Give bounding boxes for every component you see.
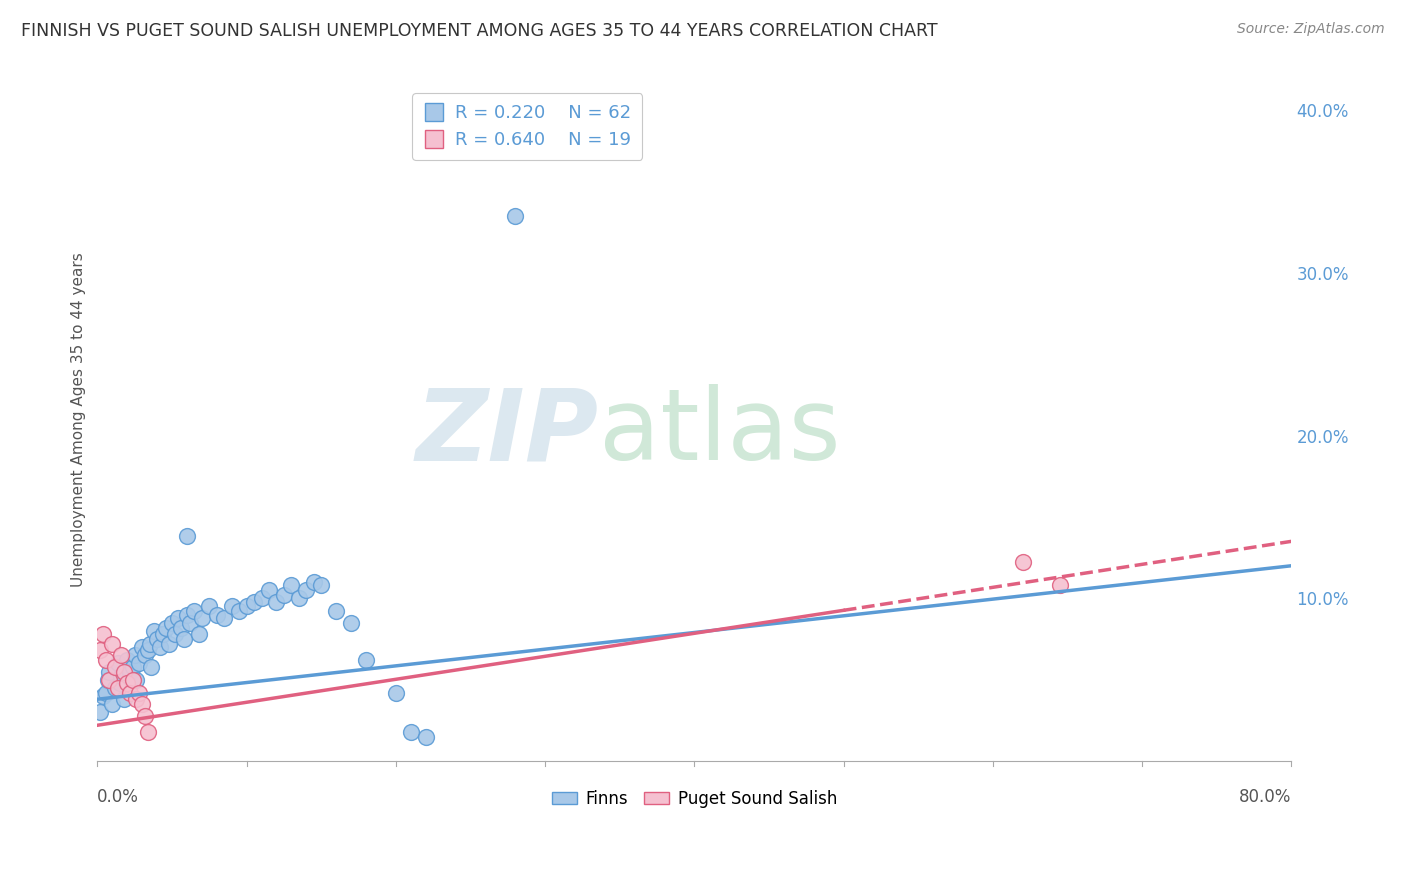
Point	[205, 607, 228, 622]
Point	[183, 604, 205, 618]
Point	[280, 578, 302, 592]
Point	[176, 529, 198, 543]
Point	[120, 686, 142, 700]
Point	[101, 637, 124, 651]
Point	[1049, 578, 1071, 592]
Point	[325, 604, 347, 618]
Point	[89, 705, 111, 719]
Point	[167, 611, 190, 625]
Point	[163, 627, 186, 641]
Point	[173, 632, 195, 646]
Point	[128, 657, 150, 671]
Point	[131, 697, 153, 711]
Point	[136, 643, 159, 657]
Point	[98, 665, 121, 679]
Point	[112, 692, 135, 706]
Point	[212, 611, 235, 625]
Point	[295, 583, 318, 598]
Point	[273, 588, 295, 602]
Point	[160, 615, 183, 630]
Point	[187, 627, 209, 641]
Point	[170, 621, 193, 635]
Point	[228, 604, 250, 618]
Point	[122, 659, 145, 673]
Point	[104, 681, 127, 695]
Text: FINNISH VS PUGET SOUND SALISH UNEMPLOYMENT AMONG AGES 35 TO 44 YEARS CORRELATION: FINNISH VS PUGET SOUND SALISH UNEMPLOYME…	[21, 22, 938, 40]
Point	[96, 686, 118, 700]
Point	[115, 676, 138, 690]
Point	[89, 643, 111, 657]
Point	[288, 591, 311, 606]
Text: Source: ZipAtlas.com: Source: ZipAtlas.com	[1237, 22, 1385, 37]
Point	[149, 640, 172, 654]
Text: atlas: atlas	[599, 384, 841, 482]
Y-axis label: Unemployment Among Ages 35 to 44 years: Unemployment Among Ages 35 to 44 years	[72, 252, 86, 587]
Point	[107, 681, 129, 695]
Point	[115, 653, 138, 667]
Point	[146, 632, 169, 646]
Point	[107, 657, 129, 671]
Point	[221, 599, 243, 614]
Point	[155, 621, 177, 635]
Point	[415, 730, 437, 744]
Point	[157, 637, 180, 651]
Point	[110, 648, 132, 663]
Point	[128, 686, 150, 700]
Point	[354, 653, 377, 667]
Point	[101, 697, 124, 711]
Point	[138, 637, 160, 651]
Point	[136, 724, 159, 739]
Point	[266, 594, 288, 608]
Point	[91, 689, 114, 703]
Point	[110, 669, 132, 683]
Point	[309, 578, 332, 592]
Point	[198, 599, 221, 614]
Point	[134, 708, 156, 723]
Point	[179, 615, 201, 630]
Point	[503, 209, 526, 223]
Point	[91, 627, 114, 641]
Point	[134, 648, 156, 663]
Point	[108, 676, 131, 690]
Point	[125, 692, 148, 706]
Point	[191, 611, 214, 625]
Point	[399, 724, 422, 739]
Point	[385, 686, 408, 700]
Point	[104, 659, 127, 673]
Point	[97, 673, 120, 687]
Text: 80.0%: 80.0%	[1239, 789, 1292, 806]
Point	[96, 653, 118, 667]
Point	[1011, 556, 1033, 570]
Point	[120, 665, 142, 679]
Point	[250, 591, 273, 606]
Point	[243, 594, 266, 608]
Point	[340, 615, 363, 630]
Legend: Finns, Puget Sound Salish: Finns, Puget Sound Salish	[546, 783, 844, 814]
Point	[152, 627, 174, 641]
Point	[302, 574, 325, 589]
Point	[176, 607, 198, 622]
Point	[235, 599, 257, 614]
Point	[257, 583, 280, 598]
Point	[122, 673, 145, 687]
Point	[98, 673, 121, 687]
Point	[124, 648, 146, 663]
Point	[139, 659, 162, 673]
Point	[112, 665, 135, 679]
Point	[125, 673, 148, 687]
Text: 0.0%: 0.0%	[97, 789, 139, 806]
Point	[143, 624, 166, 638]
Text: ZIP: ZIP	[416, 384, 599, 482]
Point	[131, 640, 153, 654]
